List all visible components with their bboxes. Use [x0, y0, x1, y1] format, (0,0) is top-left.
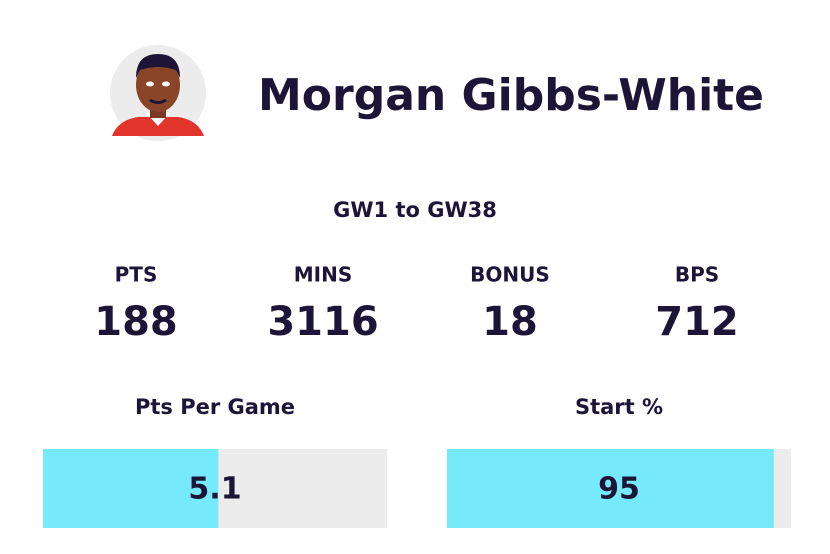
- stat-value: 712: [655, 299, 739, 345]
- bar-fill: [447, 449, 774, 528]
- avatar: [110, 45, 206, 141]
- stat-value: 3116: [267, 299, 378, 345]
- stat-label: MINS: [294, 263, 353, 287]
- stat-value: 18: [482, 299, 538, 345]
- stat-label: BPS: [675, 263, 719, 287]
- period: GW1 to GW38: [333, 198, 497, 222]
- bar-label: Start %: [575, 395, 663, 419]
- bar-value: 5.1: [188, 472, 241, 507]
- stat-label: BONUS: [470, 263, 550, 287]
- bar-label: Pts Per Game: [135, 395, 295, 419]
- bar-fill: [43, 449, 219, 528]
- stat-label: PTS: [115, 263, 158, 287]
- bar-value: 95: [598, 472, 640, 507]
- player-name: Morgan Gibbs-White: [258, 70, 764, 121]
- stat-value: 188: [94, 299, 178, 345]
